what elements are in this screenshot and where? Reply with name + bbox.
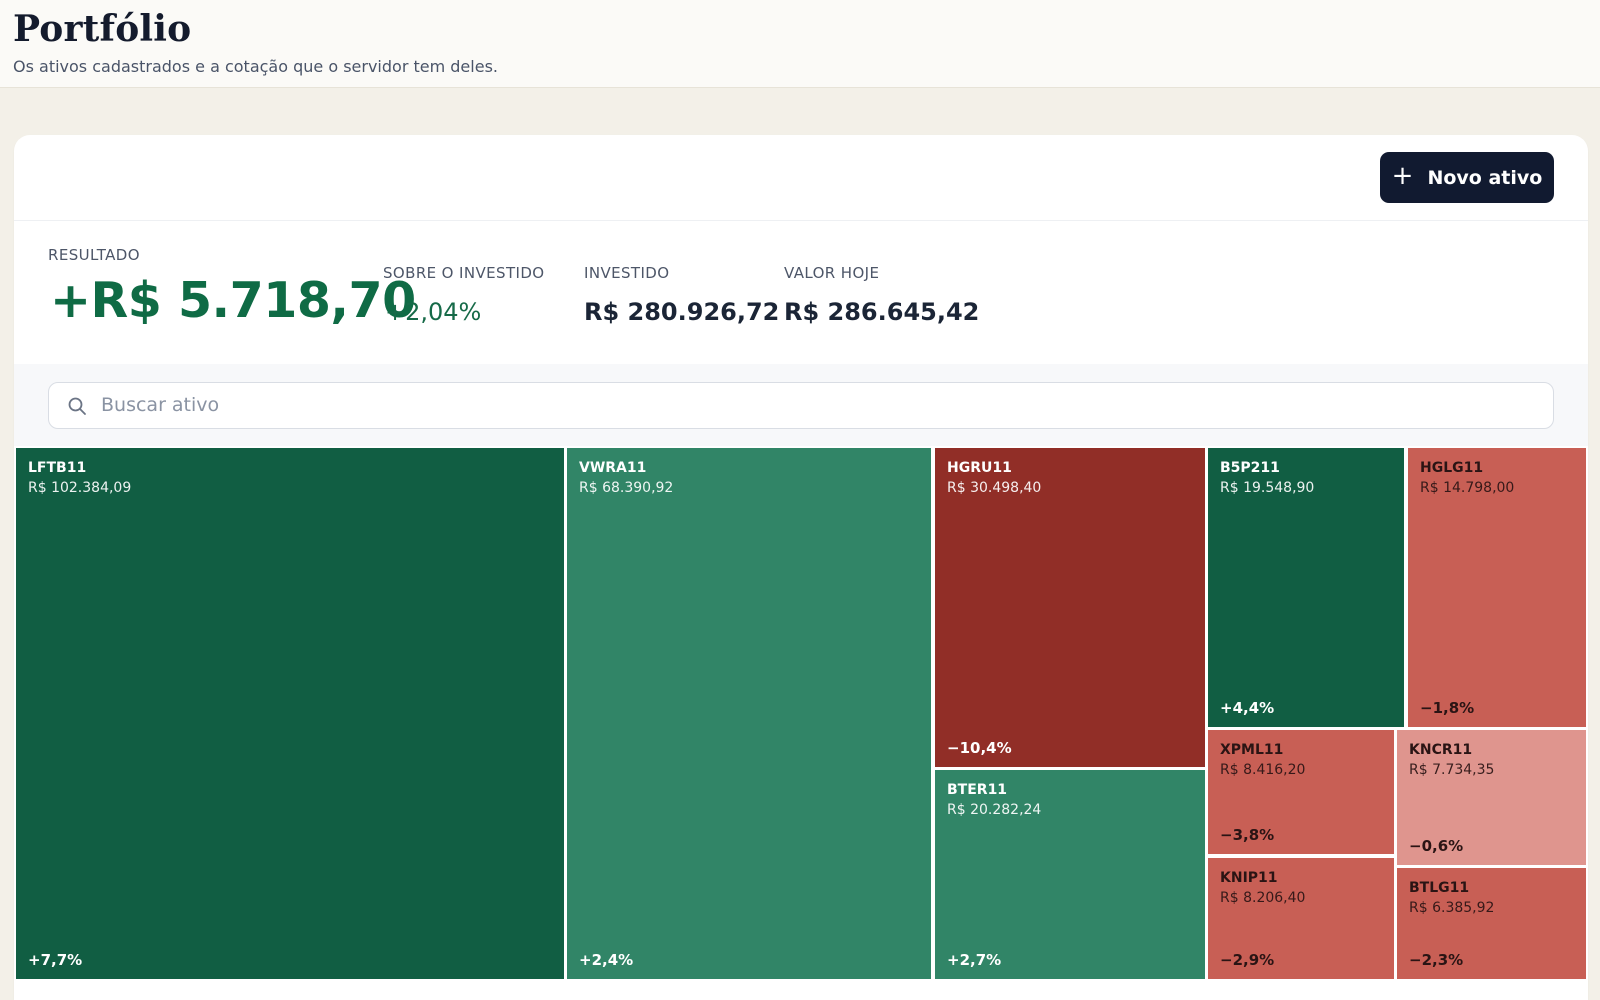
asset-change: −3,8% [1220, 826, 1275, 844]
page-title: Portfólio [13, 8, 192, 50]
asset-value: R$ 14.798,00 [1420, 480, 1515, 496]
return-value: +2,04% [385, 298, 482, 326]
new-asset-button[interactable]: + Novo ativo [1380, 152, 1554, 203]
asset-value: R$ 8.206,40 [1220, 890, 1306, 906]
asset-tile-hgru11[interactable]: HGRU11 R$ 30.498,40 −10,4% [935, 448, 1205, 767]
result-label: RESULTADO [48, 246, 140, 264]
asset-ticker: B5P211 [1220, 460, 1280, 476]
result-value: +R$ 5.718,70 [50, 272, 416, 329]
asset-value: R$ 19.548,90 [1220, 480, 1315, 496]
search-field[interactable] [48, 382, 1554, 429]
new-asset-button-label: Novo ativo [1427, 166, 1543, 189]
asset-change: −1,8% [1420, 699, 1475, 717]
asset-value: R$ 20.282,24 [947, 802, 1042, 818]
asset-value: R$ 68.390,92 [579, 480, 674, 496]
asset-tile-kncr11[interactable]: KNCR11 R$ 7.734,35 −0,6% [1397, 730, 1586, 865]
return-label: SOBRE O INVESTIDO [383, 264, 545, 282]
search-bar [14, 364, 1588, 446]
asset-ticker: HGRU11 [947, 460, 1012, 476]
asset-ticker: LFTB11 [28, 460, 87, 476]
asset-tile-xpml11[interactable]: XPML11 R$ 8.416,20 −3,8% [1208, 730, 1394, 854]
invested-label: INVESTIDO [584, 264, 670, 282]
portfolio-treemap: LFTB11 R$ 102.384,09 +7,7% VWRA11 R$ 68.… [14, 448, 1588, 1000]
search-icon [68, 397, 86, 415]
asset-tile-vwra11[interactable]: VWRA11 R$ 68.390,92 +2,4% [567, 448, 931, 979]
asset-change: −0,6% [1409, 837, 1464, 855]
asset-value: R$ 102.384,09 [28, 480, 132, 496]
asset-tile-b5p211[interactable]: B5P211 R$ 19.548,90 +4,4% [1208, 448, 1404, 727]
asset-ticker: HGLG11 [1420, 460, 1484, 476]
asset-value: R$ 8.416,20 [1220, 762, 1306, 778]
asset-tile-hglg11[interactable]: HGLG11 R$ 14.798,00 −1,8% [1408, 448, 1586, 727]
asset-value: R$ 6.385,92 [1409, 900, 1495, 916]
asset-change: +2,4% [579, 951, 634, 969]
asset-ticker: BTLG11 [1409, 880, 1470, 896]
asset-change: −2,9% [1220, 951, 1275, 969]
asset-value: R$ 30.498,40 [947, 480, 1042, 496]
search-input[interactable] [101, 383, 1541, 427]
card-toolbar: + Novo ativo [14, 135, 1588, 221]
asset-change: −10,4% [947, 739, 1012, 757]
asset-ticker: XPML11 [1220, 742, 1284, 758]
plus-icon: + [1391, 161, 1414, 191]
asset-ticker: KNCR11 [1409, 742, 1473, 758]
portfolio-summary: RESULTADO +R$ 5.718,70 SOBRE O INVESTIDO… [14, 222, 1588, 500]
asset-tile-btlg11[interactable]: BTLG11 R$ 6.385,92 −2,3% [1397, 868, 1586, 979]
asset-change: +2,7% [947, 951, 1002, 969]
page-header: Portfólio Os ativos cadastrados e a cota… [0, 0, 1600, 88]
portfolio-card: + Novo ativo RESULTADO +R$ 5.718,70 SOBR… [14, 135, 1588, 1000]
page-subtitle: Os ativos cadastrados e a cotação que o … [13, 57, 498, 76]
asset-change: +7,7% [28, 951, 83, 969]
current-value: R$ 286.645,42 [784, 298, 980, 326]
asset-tile-lftb11[interactable]: LFTB11 R$ 102.384,09 +7,7% [16, 448, 564, 979]
asset-ticker: VWRA11 [579, 460, 647, 476]
asset-ticker: KNIP11 [1220, 870, 1278, 886]
asset-tile-knip11[interactable]: KNIP11 R$ 8.206,40 −2,9% [1208, 858, 1394, 979]
invested-value: R$ 280.926,72 [584, 298, 780, 326]
asset-ticker: BTER11 [947, 782, 1008, 798]
asset-tile-bter11[interactable]: BTER11 R$ 20.282,24 +2,7% [935, 770, 1205, 979]
asset-change: +4,4% [1220, 699, 1275, 717]
current-value-label: VALOR HOJE [784, 264, 880, 282]
asset-value: R$ 7.734,35 [1409, 762, 1495, 778]
asset-change: −2,3% [1409, 951, 1464, 969]
